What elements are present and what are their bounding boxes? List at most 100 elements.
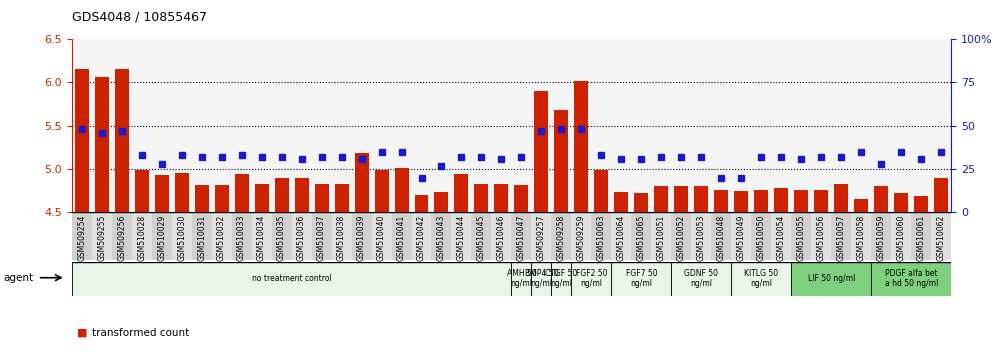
Text: GSM510039: GSM510039 [357, 215, 367, 261]
Bar [112, 212, 131, 260]
Text: AMH 50
ng/ml: AMH 50 ng/ml [507, 269, 536, 289]
Text: GSM509259: GSM509259 [577, 215, 586, 261]
Text: GSM510038: GSM510038 [337, 215, 346, 261]
Bar [891, 212, 911, 260]
Text: transformed count: transformed count [92, 328, 189, 338]
Bar [532, 262, 552, 296]
Text: GSM510040: GSM510040 [377, 215, 386, 261]
Bar [552, 262, 572, 296]
Bar [754, 190, 768, 212]
Text: FGF7 50
ng/ml: FGF7 50 ng/ml [625, 269, 657, 289]
Bar [171, 212, 191, 260]
Text: GSM509257: GSM509257 [537, 215, 546, 261]
Text: BMP4 50
ng/ml: BMP4 50 ng/ml [525, 269, 558, 289]
Text: LIF 50 ng/ml: LIF 50 ng/ml [808, 274, 855, 283]
Bar [151, 212, 171, 260]
Bar [211, 212, 232, 260]
Bar [391, 212, 411, 260]
Bar [774, 188, 788, 212]
Text: GSM510056: GSM510056 [817, 215, 826, 261]
Text: GSM510047: GSM510047 [517, 215, 526, 261]
Bar [914, 196, 928, 212]
Text: GSM510062: GSM510062 [936, 215, 945, 261]
Bar [494, 184, 508, 212]
Bar [694, 187, 708, 212]
Bar [572, 212, 592, 260]
Bar [711, 212, 731, 260]
Bar [312, 212, 332, 260]
Text: GSM510059: GSM510059 [876, 215, 885, 261]
Bar [612, 212, 631, 260]
Bar [431, 212, 451, 260]
Bar [835, 184, 849, 212]
Text: ■: ■ [77, 328, 88, 338]
Bar [691, 212, 711, 260]
Bar [414, 195, 428, 212]
Bar [491, 212, 512, 260]
Text: GSM510035: GSM510035 [277, 215, 286, 261]
Bar [512, 212, 532, 260]
Bar [832, 212, 852, 260]
Bar [474, 184, 488, 212]
Text: GSM510061: GSM510061 [916, 215, 925, 261]
Text: GSM510052: GSM510052 [677, 215, 686, 261]
Bar [471, 212, 491, 260]
Text: GSM510046: GSM510046 [497, 215, 506, 261]
Text: GSM510055: GSM510055 [797, 215, 806, 261]
Bar [335, 184, 349, 212]
Text: GSM510041: GSM510041 [397, 215, 406, 261]
Bar [894, 193, 908, 212]
Text: no treatment control: no treatment control [252, 274, 332, 283]
Bar [454, 174, 468, 212]
Bar [451, 212, 471, 260]
Text: GSM510063: GSM510063 [597, 215, 606, 261]
Text: GSM509256: GSM509256 [118, 215, 126, 261]
Text: GSM509255: GSM509255 [98, 215, 107, 261]
Bar [235, 174, 249, 212]
Bar [95, 77, 109, 212]
Bar [232, 212, 252, 260]
Bar [731, 212, 751, 260]
Bar [272, 212, 292, 260]
Bar [194, 185, 208, 212]
Bar [315, 184, 329, 212]
Bar [92, 212, 112, 260]
Bar [751, 212, 771, 260]
Bar [355, 153, 369, 212]
Bar [654, 185, 668, 212]
Bar [394, 168, 408, 212]
Bar [332, 212, 352, 260]
Bar [252, 212, 272, 260]
Bar [612, 262, 671, 296]
Bar [214, 185, 229, 212]
Text: GSM510049: GSM510049 [737, 215, 746, 261]
Text: GSM510030: GSM510030 [177, 215, 186, 261]
Text: GSM510042: GSM510042 [417, 215, 426, 261]
Bar [794, 190, 809, 212]
Text: GSM510065: GSM510065 [636, 215, 645, 261]
Text: GSM510044: GSM510044 [457, 215, 466, 261]
Bar [934, 178, 948, 212]
Bar [714, 190, 728, 212]
Bar [812, 212, 832, 260]
Text: GSM510033: GSM510033 [237, 215, 246, 261]
Bar [855, 199, 869, 212]
Text: GSM510053: GSM510053 [697, 215, 706, 261]
Bar [791, 212, 812, 260]
Bar [515, 185, 529, 212]
Bar [634, 193, 648, 212]
Text: GSM510051: GSM510051 [656, 215, 666, 261]
Bar [115, 69, 128, 212]
Bar [575, 81, 589, 212]
Bar [552, 212, 572, 260]
Text: GSM510050: GSM510050 [757, 215, 766, 261]
Text: GDS4048 / 10855467: GDS4048 / 10855467 [72, 11, 207, 24]
Bar [872, 212, 891, 260]
Text: GSM510048: GSM510048 [717, 215, 726, 261]
Bar [674, 185, 688, 212]
Text: GSM510031: GSM510031 [197, 215, 206, 261]
Bar [72, 262, 512, 296]
Bar [174, 173, 188, 212]
Bar [512, 262, 532, 296]
Bar [651, 212, 671, 260]
